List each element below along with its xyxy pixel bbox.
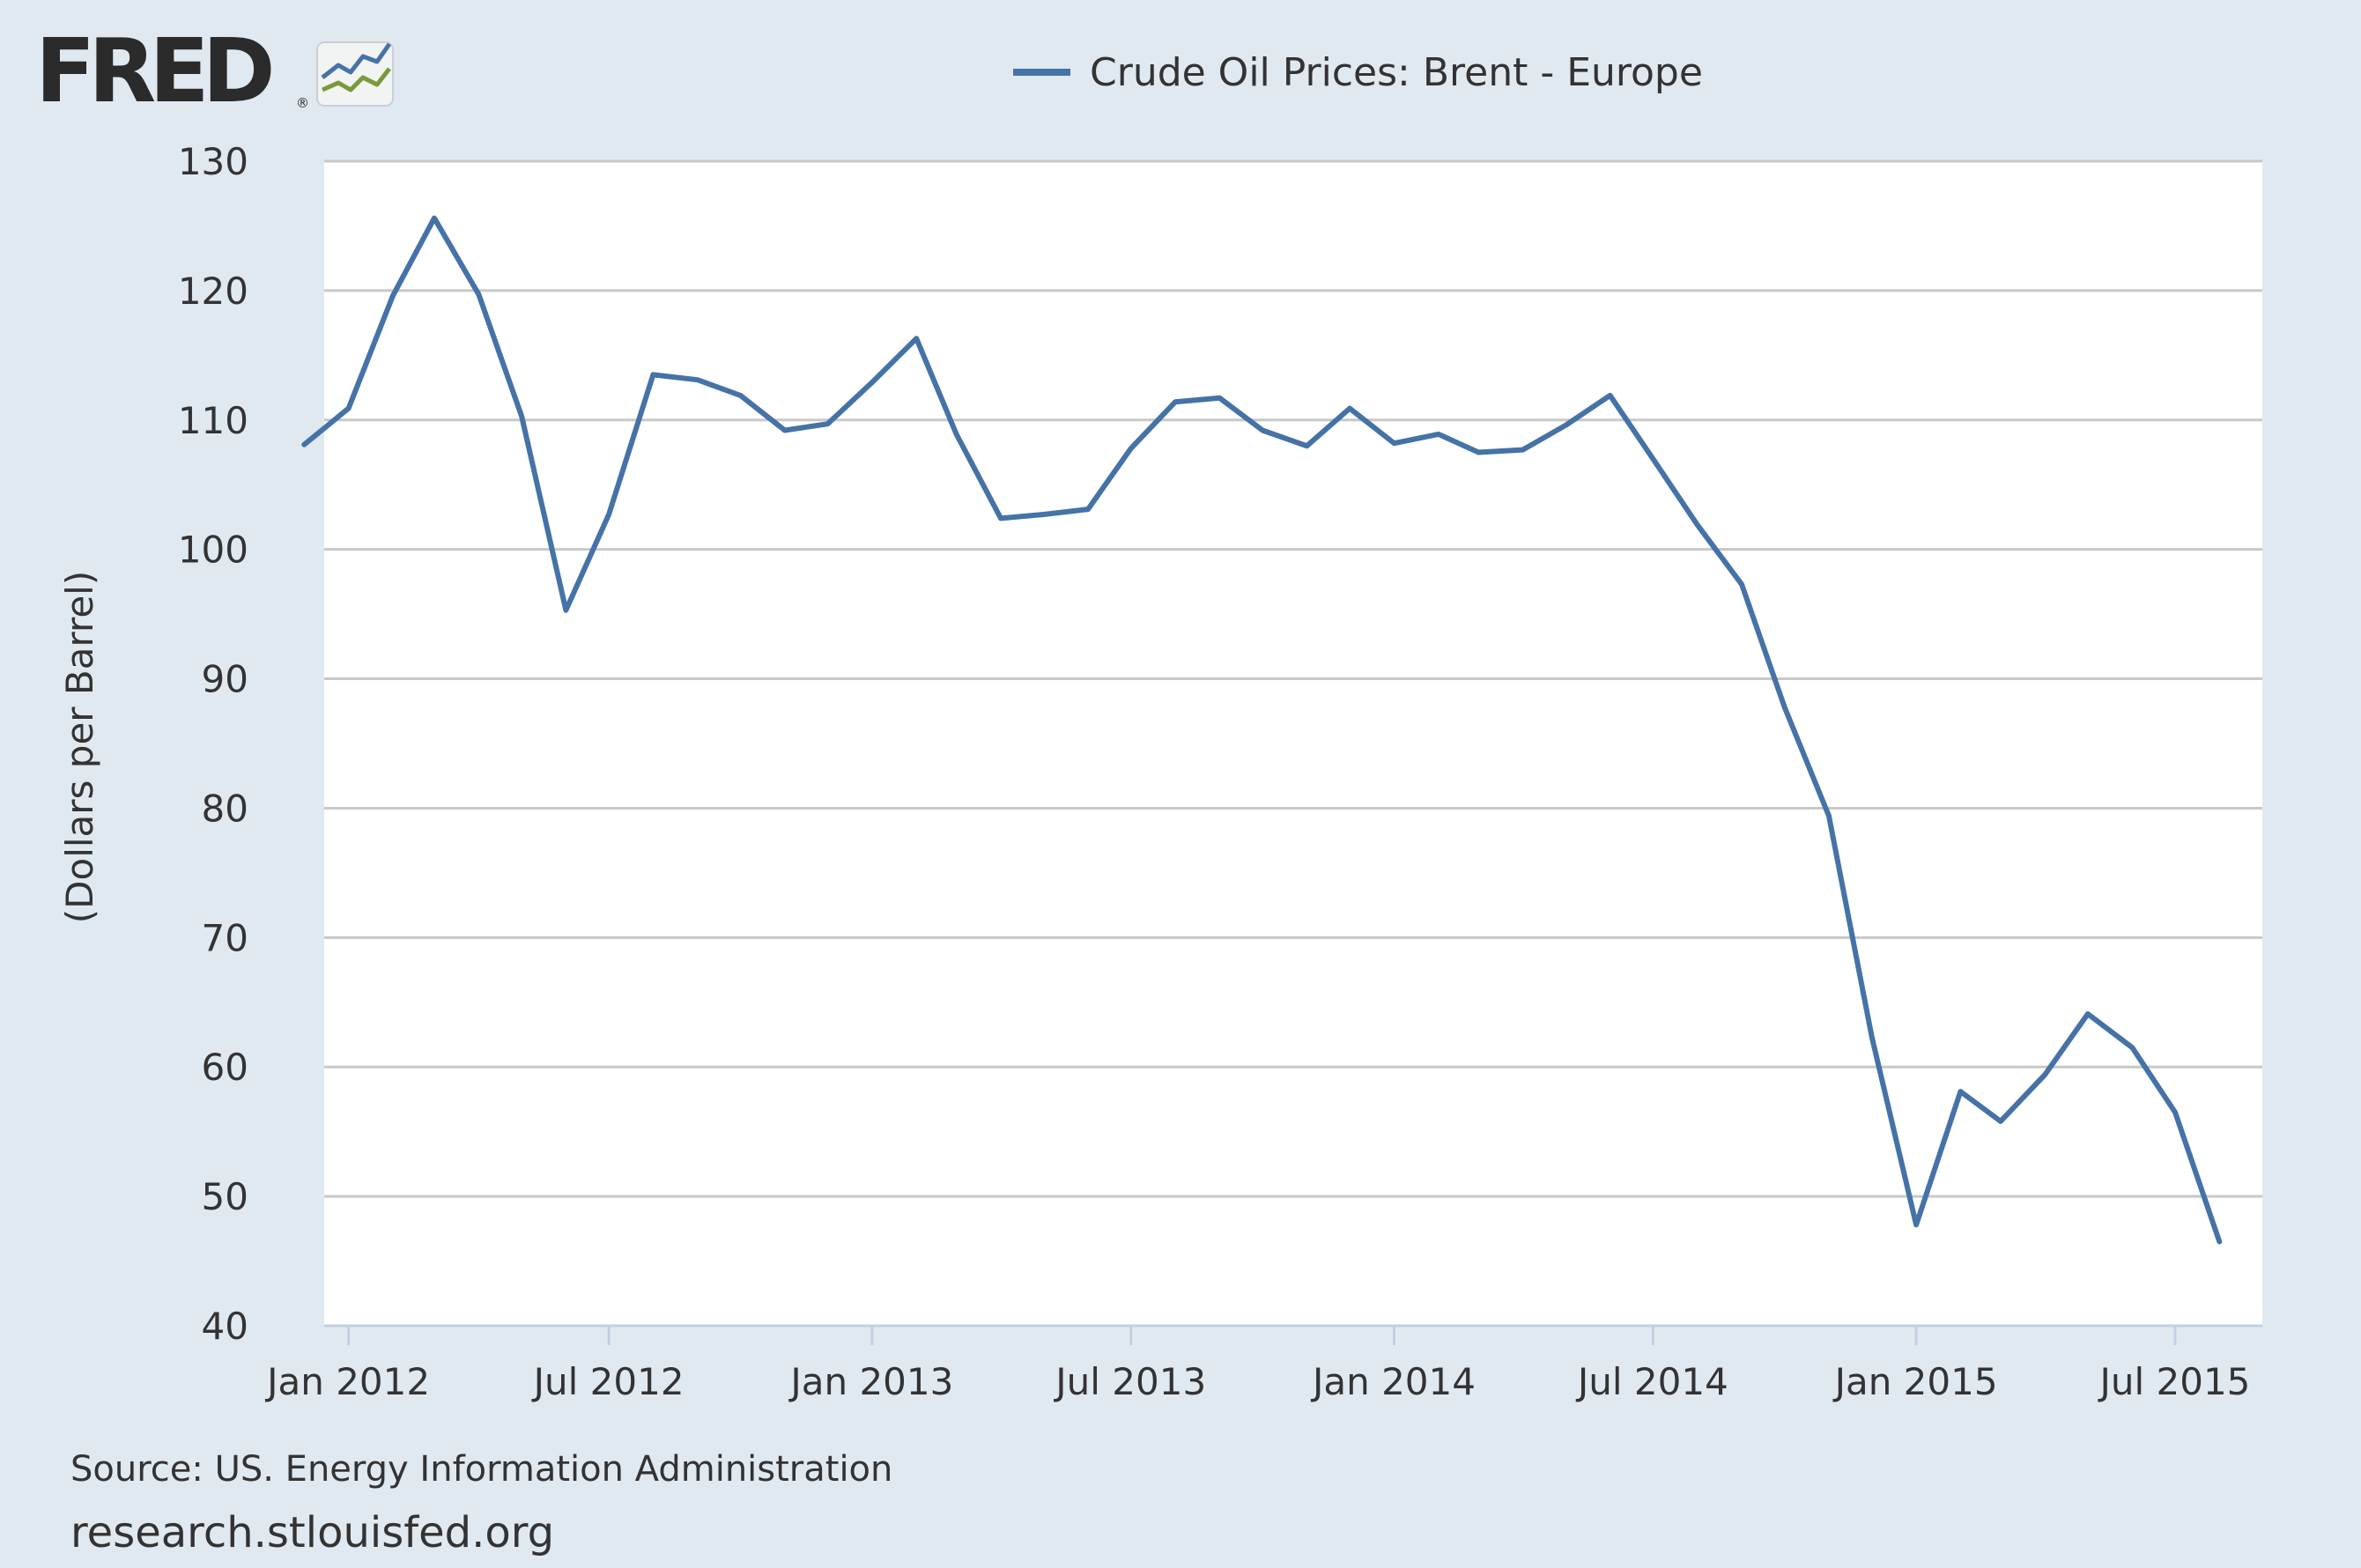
x-axis: Jan 2012 Jul 2012 Jan 2013 Jul 2013 Jan 2014… bbox=[264, 1324, 2262, 1403]
y-tick-label: 70 bbox=[202, 916, 248, 959]
line-chart: 40 50 60 70 80 90 100 110 120 130 Jan 2012 Jul 201… bbox=[58, 140, 2262, 1403]
plot-area bbox=[324, 161, 2262, 1326]
y-axis: 40 50 60 70 80 90 100 110 120 130 bbox=[178, 140, 248, 1348]
x-tick-label: Jul 2015 bbox=[2097, 1360, 2250, 1403]
y-tick-label: 50 bbox=[202, 1175, 248, 1218]
x-tick-label: Jan 2013 bbox=[788, 1360, 953, 1403]
fred-logo: FRED ® bbox=[35, 26, 394, 115]
site-url[interactable]: research.stlouisfed.org bbox=[70, 1508, 555, 1557]
gridlines bbox=[324, 159, 2262, 1198]
chart-legend[interactable]: Crude Oil Prices: Brent - Europe bbox=[1013, 46, 1703, 99]
y-tick-label: 80 bbox=[202, 787, 248, 830]
y-tick-label: 110 bbox=[178, 399, 248, 442]
y-tick-label: 120 bbox=[178, 270, 248, 313]
y-tick-label: 100 bbox=[178, 529, 248, 572]
legend-label: Crude Oil Prices: Brent - Europe bbox=[1090, 49, 1703, 95]
x-tick-label: Jul 2012 bbox=[531, 1360, 685, 1403]
source-note: Source: US. Energy Information Administr… bbox=[70, 1449, 893, 1490]
x-tick-label: Jan 2015 bbox=[1832, 1360, 1998, 1403]
series-line-brent bbox=[301, 215, 2223, 1245]
y-tick-label: 130 bbox=[178, 140, 248, 183]
y-tick-label: 60 bbox=[202, 1046, 248, 1089]
x-tick-label: Jul 2014 bbox=[1575, 1360, 1728, 1403]
y-tick-label: 90 bbox=[202, 658, 248, 701]
x-tick-label: Jan 2012 bbox=[264, 1360, 430, 1403]
y-axis-label: (Dollars per Barrel) bbox=[58, 571, 101, 923]
x-tick-label: Jan 2014 bbox=[1310, 1360, 1476, 1403]
registered-mark: ® bbox=[296, 95, 309, 111]
fred-logo-text: FRED bbox=[35, 26, 271, 115]
x-tick-label: Jul 2013 bbox=[1053, 1360, 1206, 1403]
y-tick-label: 40 bbox=[202, 1305, 248, 1348]
legend-swatch bbox=[1013, 69, 1070, 76]
fred-logo-graph-icon bbox=[316, 41, 394, 107]
